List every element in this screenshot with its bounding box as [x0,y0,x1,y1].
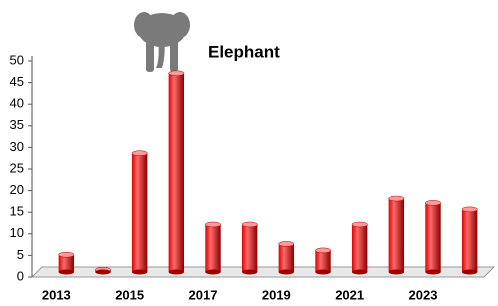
bar-top [425,200,440,205]
bar-top [352,222,367,227]
y-tick-label: 40 [10,96,24,111]
bar-top [389,196,404,201]
y-tick-label: 30 [10,139,24,154]
bar-top [279,241,294,246]
bar-top [169,71,184,76]
y-tick-label: 15 [10,204,24,219]
bar-base [59,270,74,275]
bar-top [205,222,220,227]
elephant-icon [134,12,190,72]
y-tick-label: 10 [10,225,24,240]
bar [389,199,404,272]
bar-top [59,252,74,257]
bar [462,209,477,272]
x-tick-label: 2015 [115,287,144,302]
bar-base [95,270,110,275]
page: {"chart_data": {"type": "bar", "title": … [0,0,498,306]
x-tick-label: 2013 [42,287,71,302]
bar-top [242,222,257,227]
bar [425,203,440,272]
bar-base [242,270,257,275]
bar-top [132,151,147,156]
bar-base [132,270,147,275]
bar-base [425,270,440,275]
bar-base [352,270,367,275]
y-tick-label: 5 [17,247,24,262]
y-tick-label: 25 [10,160,24,175]
bar-base [389,270,404,275]
y-tick-label: 35 [10,117,24,132]
y-tick-label: 0 [17,268,24,283]
bar [352,224,367,272]
chart-title: Elephant [208,42,280,61]
chart: Elephant 0 5 10 15 20 25 30 35 40 45 50 2013 2015 201… [0,0,498,306]
bar [169,73,184,272]
x-tick-label: 2021 [335,287,364,302]
bar [205,224,220,272]
bar [132,153,147,272]
bar-top [315,248,330,253]
y-tick-label: 45 [10,74,24,89]
bar-base [279,270,294,275]
x-tick-label: 2017 [189,287,218,302]
bar-base [462,270,477,275]
bar-top [462,207,477,212]
y-tick-label: 50 [10,52,24,67]
bar-base [169,270,184,275]
bar-base [205,270,220,275]
bar-base [315,270,330,275]
bar [279,244,294,272]
x-tick-label: 2019 [262,287,291,302]
bar [242,224,257,272]
y-tick-label: 20 [10,182,24,197]
x-tick-label: 2023 [409,287,438,302]
bar [315,250,330,272]
